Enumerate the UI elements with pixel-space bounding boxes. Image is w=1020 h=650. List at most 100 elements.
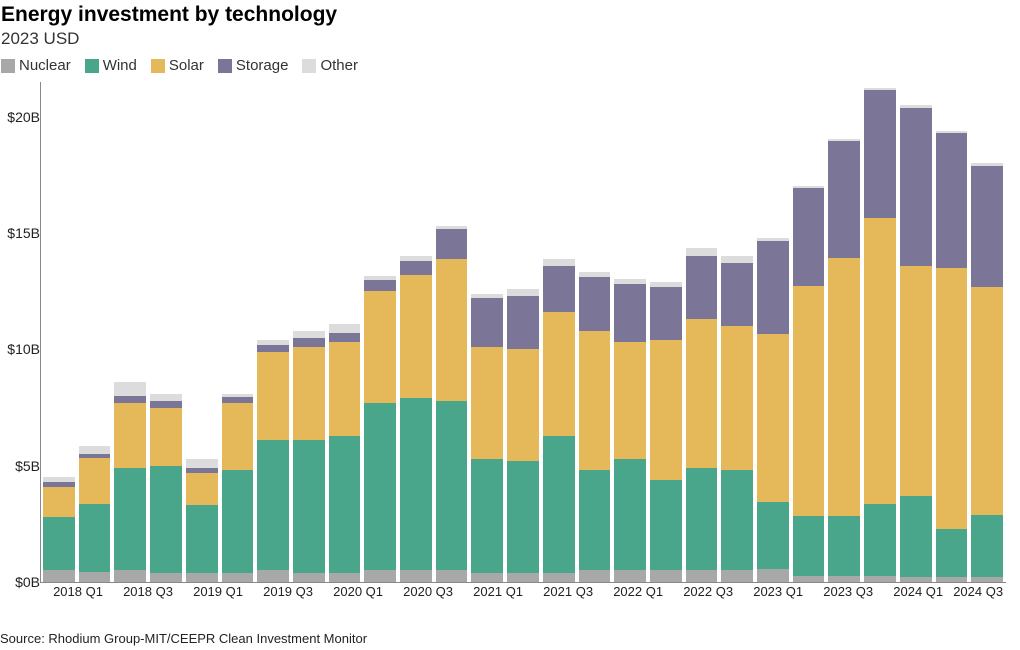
bar-segment-solar [721,326,753,470]
legend-label-nuclear: Nuclear [19,57,71,74]
bar [650,282,682,582]
x-tick-label: 2023 Q1 [743,584,813,599]
bar-segment-solar [114,403,146,468]
bar-segment-nuclear [79,572,111,582]
bar-segment-wind [293,440,325,573]
bar-segment-other [186,459,218,468]
y-tick-label: $0B [0,574,40,590]
bar-segment-wind [400,398,432,570]
bar [971,163,1003,582]
bar-segment-storage [650,287,682,340]
bar-segment-other [150,394,182,401]
bar-segment-nuclear [43,570,75,582]
legend-label-solar: Solar [169,57,204,74]
bar [329,324,361,582]
x-tick-label: 2023 Q3 [813,584,883,599]
x-tick-label: 2024 Q1 [883,584,953,599]
bar-segment-storage [329,333,361,342]
bar-segment-storage [579,277,611,330]
legend-swatch-wind [85,59,99,73]
bar-segment-nuclear [828,576,860,582]
x-tick-label: 2021 Q1 [463,584,533,599]
bar [686,248,718,582]
bar-segment-solar [614,342,646,458]
bar-segment-storage [114,396,146,403]
y-axis: $0B$5B$10B$15B$20B [0,82,40,582]
bar-segment-nuclear [150,573,182,582]
legend-label-storage: Storage [236,57,289,74]
bar-segment-solar [757,334,789,501]
bar-segment-solar [293,347,325,440]
bar-segment-wind [436,401,468,571]
bar-segment-storage [507,296,539,349]
chart-container: Energy investment by technology 2023 USD… [0,0,1020,650]
bar-segment-wind [793,516,825,576]
bar-segment-wind [329,436,361,573]
bar-segment-wind [222,470,254,572]
bar-segment-other [293,331,325,338]
bar-segment-other [721,256,753,263]
source-attribution: Source: Rhodium Group-MIT/CEEPR Clean In… [0,631,367,646]
bar-segment-nuclear [400,570,432,582]
bar-segment-solar [471,347,503,459]
x-tick-label: 2019 Q3 [253,584,323,599]
x-tick-label: 2018 Q3 [113,584,183,599]
bar-segment-other [543,259,575,266]
bar-segment-storage [471,298,503,347]
bar-segment-storage [150,401,182,408]
bar-segment-wind [79,504,111,571]
bar-segment-nuclear [864,576,896,582]
bar [364,276,396,582]
bar-segment-solar [507,349,539,461]
bar-segment-nuclear [900,577,932,582]
legend-swatch-nuclear [1,59,15,73]
bar-segment-nuclear [543,573,575,582]
bar-segment-solar [936,268,968,528]
bar-segment-wind [471,459,503,573]
bar [79,446,111,582]
bar-segment-storage [793,188,825,286]
bar-segment-wind [936,529,968,578]
bar-segment-wind [900,496,932,577]
x-tick-label: 2022 Q3 [673,584,743,599]
bar-segment-other [507,289,539,296]
bar-segment-wind [186,505,218,572]
bar-segment-solar [43,487,75,517]
bar-segment-solar [579,331,611,471]
bar-segment-solar [329,342,361,435]
bar-segment-wind [721,470,753,570]
bar-segment-nuclear [114,570,146,582]
legend-item-storage: Storage [218,57,289,74]
bar [222,394,254,582]
y-tick-label: $5B [0,458,40,474]
legend-item-solar: Solar [151,57,204,74]
x-axis: 2018 Q12018 Q32019 Q12019 Q32020 Q12020 … [40,584,1006,599]
bar-segment-solar [864,218,896,504]
legend-swatch-solar [151,59,165,73]
bar-segment-nuclear [686,570,718,582]
bar-segment-solar [364,291,396,403]
bar-segment-storage [543,266,575,313]
bar-segment-wind [650,480,682,571]
bar-segment-other [329,324,361,333]
y-tick-label: $20B [0,109,40,125]
legend: NuclearWindSolarStorageOther [1,57,1006,74]
bar [257,340,289,582]
bar-segment-solar [186,473,218,506]
legend-label-wind: Wind [103,57,137,74]
bar [828,139,860,582]
bar [721,256,753,582]
bar [543,259,575,582]
bar-segment-nuclear [650,570,682,582]
bar-segment-storage [721,263,753,326]
x-tick-label: 2020 Q1 [323,584,393,599]
bar-segment-wind [364,403,396,570]
bar-segment-storage [436,229,468,259]
bar-segment-nuclear [222,573,254,582]
y-tick-label: $15B [0,225,40,241]
legend-swatch-storage [218,59,232,73]
bar-segment-wind [757,502,789,569]
bar-segment-other [79,446,111,454]
bars-group [40,82,1006,582]
bar-segment-wind [114,468,146,570]
